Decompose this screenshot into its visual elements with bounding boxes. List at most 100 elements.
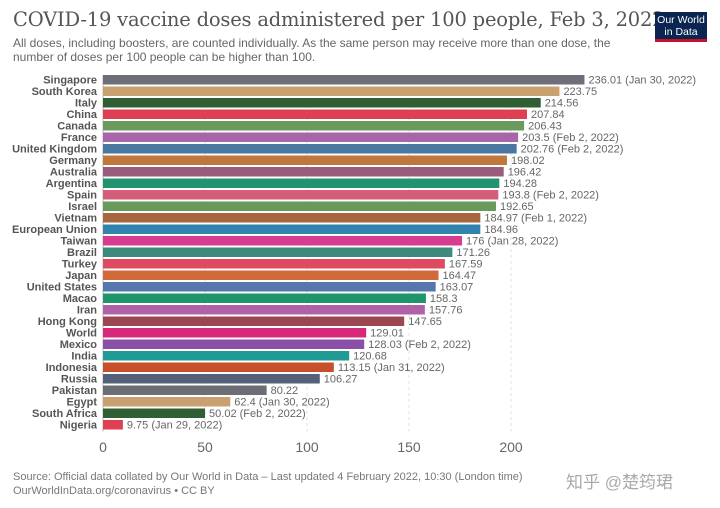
category-label: South Korea [32, 86, 98, 98]
bar [103, 213, 481, 223]
category-label: Canada [57, 121, 98, 133]
bar [103, 316, 405, 326]
value-label: 184.97 (Feb 1, 2022) [484, 213, 587, 225]
category-label: Egypt [66, 397, 97, 409]
value-label: 62.4 (Jan 30, 2022) [234, 397, 329, 409]
bar [103, 374, 320, 384]
value-label: 206.43 [528, 121, 562, 133]
category-label: United Kingdom [12, 144, 97, 156]
category-label: Singapore [43, 75, 97, 87]
category-label: Russia [61, 374, 98, 386]
value-label: 158.3 [430, 293, 458, 305]
bar [103, 270, 439, 280]
category-label: United States [27, 282, 97, 294]
source-url[interactable]: OurWorldInData.org/coronavirus • CC BY [13, 485, 215, 497]
bar [103, 385, 267, 395]
x-tick-label: 50 [197, 439, 213, 455]
value-label: 147.65 [408, 316, 442, 328]
x-tick-label: 200 [499, 439, 523, 455]
bar [103, 132, 519, 142]
bar [103, 155, 507, 165]
bar [103, 75, 585, 85]
category-label: Spain [67, 190, 97, 202]
bar [103, 224, 481, 234]
category-label: Nigeria [60, 420, 98, 432]
value-label: 128.03 (Feb 2, 2022) [368, 339, 471, 351]
chart-title: COVID-19 vaccine doses administered per … [13, 8, 665, 31]
value-label: 164.47 [443, 270, 477, 282]
bar [103, 121, 525, 131]
bar [103, 247, 453, 257]
source-note: Source: Official data collated by Our Wo… [13, 471, 523, 483]
value-label: 223.75 [563, 86, 597, 98]
category-label: India [71, 351, 98, 363]
value-label: 157.76 [429, 305, 463, 317]
value-label: 50.02 (Feb 2, 2022) [209, 408, 306, 420]
value-label: 207.84 [531, 109, 565, 121]
bar [103, 351, 350, 361]
bar [103, 236, 463, 246]
bar [103, 259, 445, 269]
value-label: 167.59 [449, 259, 483, 271]
value-label: 80.22 [271, 385, 299, 397]
value-label: 9.75 (Jan 29, 2022) [127, 420, 222, 432]
bar [103, 293, 426, 303]
category-label: European Union [12, 224, 97, 236]
bar [103, 339, 365, 349]
value-label: 171.26 [456, 247, 490, 259]
value-label: 196.42 [508, 167, 542, 179]
category-label: Argentina [46, 178, 98, 190]
category-label: Pakistan [52, 385, 98, 397]
category-label: Israel [68, 201, 97, 213]
value-label: 198.02 [511, 155, 545, 167]
value-label: 176 (Jan 28, 2022) [466, 236, 558, 248]
category-label: South Africa [32, 408, 98, 420]
category-label: Australia [50, 167, 98, 179]
value-label: 236.01 (Jan 30, 2022) [588, 75, 696, 87]
value-label: 163.07 [440, 282, 474, 294]
category-label: Macao [63, 293, 98, 305]
bar [103, 282, 436, 292]
bar [103, 408, 206, 418]
bar [103, 178, 500, 188]
category-label: Mexico [60, 339, 98, 351]
bar [103, 201, 497, 211]
value-label: 202.76 (Feb 2, 2022) [521, 144, 624, 156]
bar [103, 420, 123, 430]
value-label: 184.96 [484, 224, 518, 236]
bar [103, 328, 367, 338]
category-label: Japan [65, 270, 97, 282]
value-label: 214.56 [545, 98, 579, 110]
bar [103, 397, 231, 407]
bar [103, 305, 425, 315]
bar [103, 98, 541, 108]
category-label: Turkey [62, 259, 98, 271]
value-label: 129.01 [370, 328, 404, 340]
value-label: 192.65 [500, 201, 534, 213]
category-label: World [66, 328, 97, 340]
category-label: Brazil [67, 247, 97, 259]
value-label: 193.8 (Feb 2, 2022) [502, 190, 599, 202]
x-tick-label: 100 [295, 439, 319, 455]
category-label: Italy [75, 98, 98, 110]
category-label: France [61, 132, 97, 144]
bar [103, 86, 560, 96]
category-label: Iran [77, 305, 97, 317]
category-label: China [66, 109, 97, 121]
chart-subtitle: All doses, including boosters, are count… [13, 36, 611, 64]
category-label: Germany [49, 155, 98, 167]
category-label: Indonesia [46, 362, 98, 374]
owid-logo[interactable]: Our World in Data [655, 12, 707, 42]
x-tick-label: 150 [397, 439, 421, 455]
category-label: Taiwan [61, 236, 98, 248]
value-label: 203.5 (Feb 2, 2022) [522, 132, 619, 144]
category-label: Vietnam [54, 213, 97, 225]
category-label: Hong Kong [38, 316, 97, 328]
x-tick-label: 0 [99, 439, 107, 455]
bar [103, 167, 504, 177]
watermark: 知乎 @楚筠珺 [566, 473, 673, 492]
bar [103, 144, 517, 154]
value-label: 113.15 (Jan 31, 2022) [338, 362, 445, 374]
